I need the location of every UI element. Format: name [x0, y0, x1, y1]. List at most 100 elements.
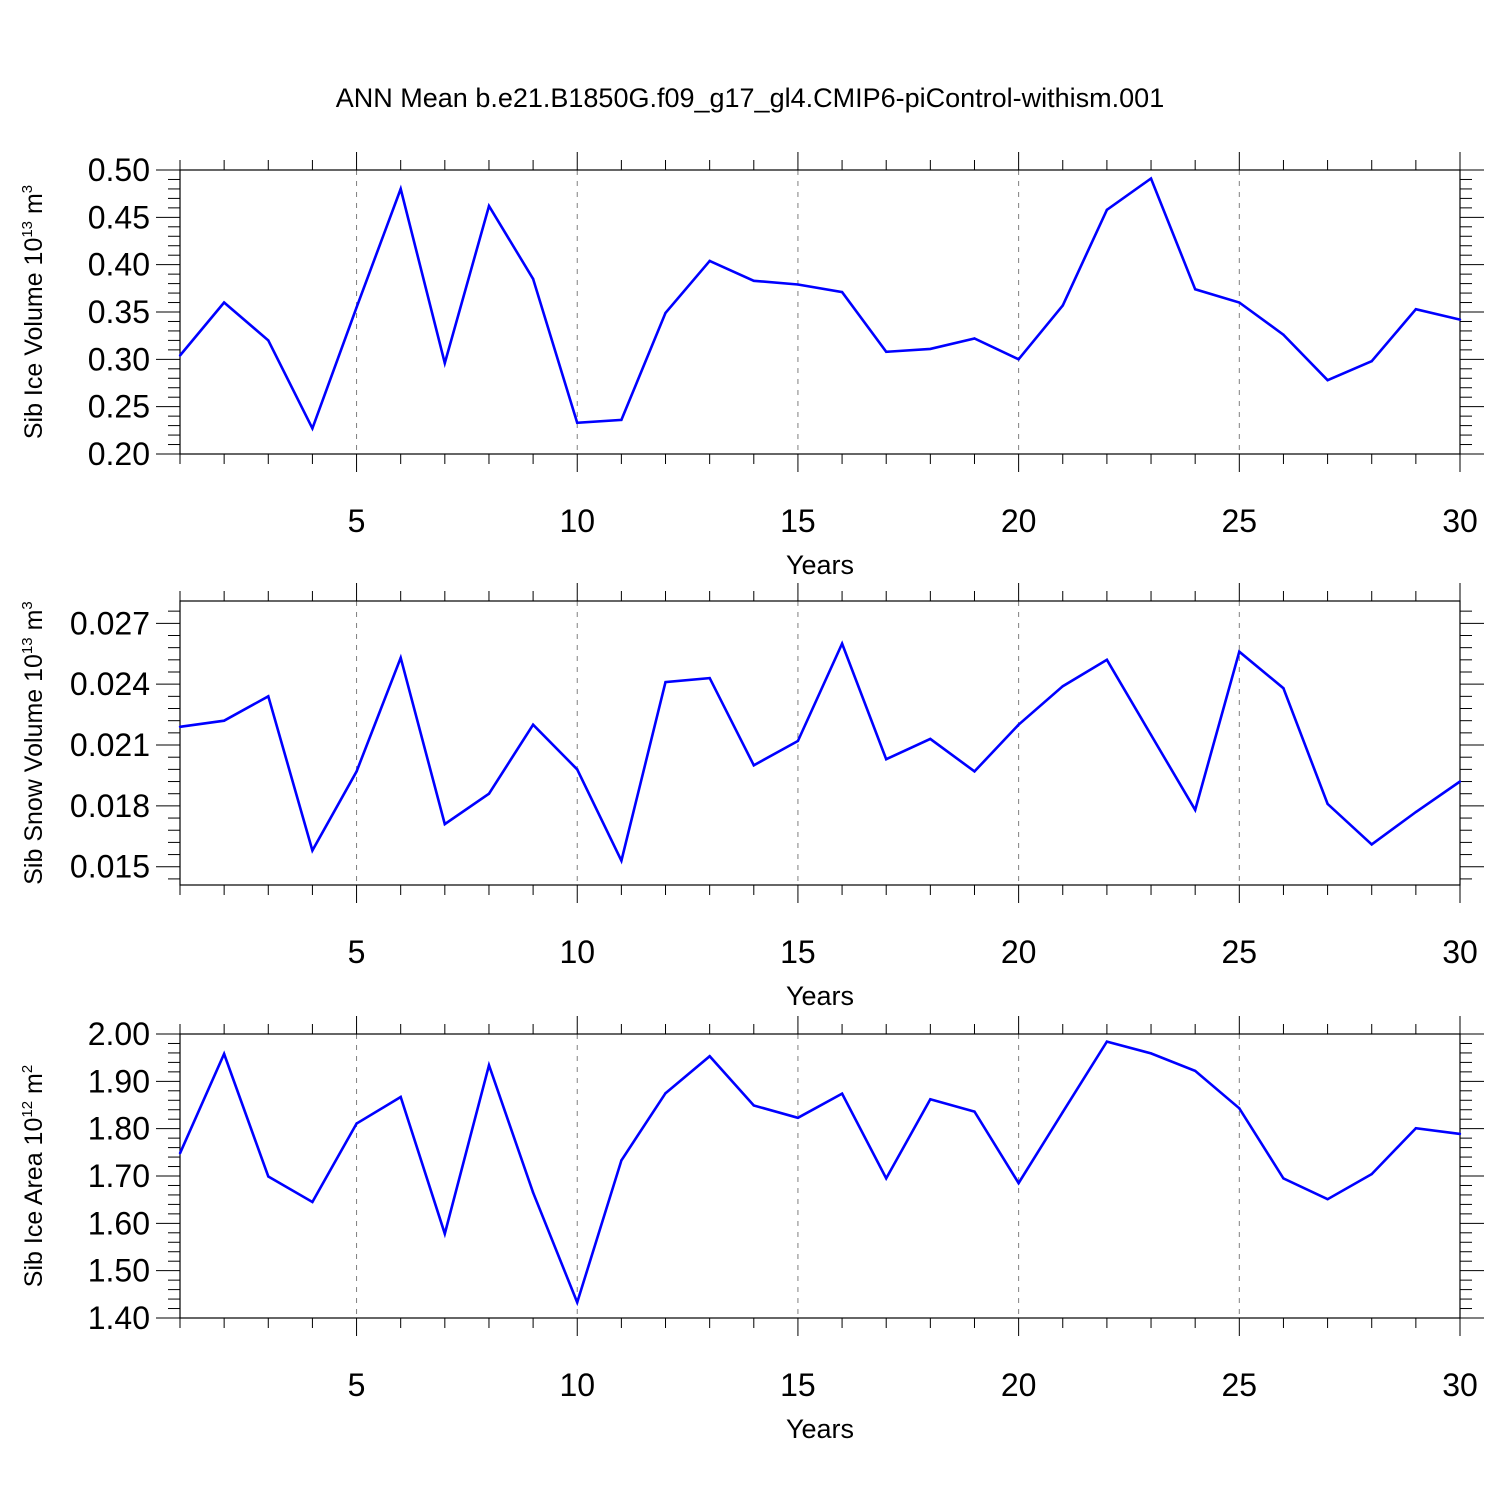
data-point	[752, 764, 755, 767]
y-tick-label: 0.45	[88, 199, 150, 235]
data-point	[708, 259, 711, 263]
data-point	[178, 354, 182, 357]
chart-panel-3: 5 10 15 20 25 30 1.40 1.50 1.60 1.70 1.80 1.90 2.00 Y…	[19, 1016, 1484, 1444]
data-point	[443, 361, 447, 365]
data-point	[929, 1098, 932, 1101]
data-point	[1061, 304, 1064, 307]
data-point	[1238, 650, 1241, 653]
data-point	[664, 1091, 667, 1095]
data-point	[1414, 1126, 1418, 1130]
x-tick-label: 15	[780, 934, 816, 970]
x-tick-label: 10	[559, 934, 595, 970]
data-point	[399, 656, 402, 659]
y-tick-label: 0.40	[88, 247, 150, 283]
data-point	[1149, 733, 1153, 737]
data-point	[1105, 208, 1109, 211]
x-tick-label: 5	[348, 503, 366, 539]
data-point	[1326, 378, 1329, 382]
data-point	[531, 277, 535, 281]
data-point	[1282, 333, 1285, 336]
data-point	[1149, 177, 1153, 180]
data-point	[443, 822, 447, 826]
y-tick-label: 0.027	[70, 605, 150, 641]
chart-panel-2: 5 10 15 20 25 30 0.015 0.018 0.021 0.024 0.027 Year…	[19, 583, 1484, 1011]
data-point	[973, 1110, 976, 1113]
data-point	[576, 421, 579, 424]
data-point	[796, 1116, 800, 1119]
x-tick-label: 20	[1001, 1367, 1037, 1403]
data-point	[531, 1191, 535, 1194]
data-point	[1370, 1172, 1373, 1176]
data-point	[620, 1159, 623, 1162]
x-tick-label: 15	[780, 503, 816, 539]
chart-panel-1: 5 10 15 20 25 30 0.20 0.25 0.30 0.35 0.40 0.45 0.50 Y…	[19, 152, 1484, 580]
x-tick-label: 20	[1001, 503, 1037, 539]
data-point	[222, 719, 226, 722]
x-axis-label: Years	[786, 550, 854, 580]
x-axis-label: Years	[786, 1414, 854, 1444]
y-axis-label: Sib Ice Volume 1013 m3	[19, 185, 48, 439]
data-point	[311, 427, 314, 430]
y-tick-label: 1.80	[88, 1111, 150, 1147]
y-tick-label: 1.90	[88, 1063, 150, 1099]
panels: 5 10 15 20 25 30 0.20 0.25 0.30 0.35 0.40 0.45 0.50 Y…	[19, 152, 1484, 1444]
data-point	[576, 768, 579, 771]
data-point	[487, 792, 491, 795]
data-point	[355, 306, 358, 309]
y-tick-label: 1.60	[88, 1205, 150, 1241]
x-tick-label: 30	[1442, 934, 1478, 970]
data-point	[1193, 1069, 1197, 1073]
data-point	[1238, 301, 1241, 304]
data-point	[399, 187, 402, 191]
data-point	[1414, 307, 1418, 311]
x-tick-label: 30	[1442, 1367, 1478, 1403]
data-point	[1458, 1132, 1462, 1136]
data-point	[267, 339, 270, 342]
x-axis-label: Years	[786, 981, 854, 1011]
data-point	[1193, 808, 1197, 812]
data-point	[1370, 843, 1373, 846]
data-point	[355, 770, 358, 773]
plot-frame	[179, 169, 1461, 455]
y-axis-label: Sib Snow Volume 1013 m3	[19, 601, 48, 885]
data-point	[620, 418, 623, 422]
data-point	[708, 1055, 711, 1058]
data-point	[664, 680, 667, 684]
data-point	[973, 770, 976, 773]
data-point	[840, 642, 844, 645]
data-point	[311, 849, 314, 852]
x-tick-label: 20	[1001, 934, 1037, 970]
data-point	[1017, 1181, 1020, 1185]
x-tick-label: 10	[559, 503, 595, 539]
y-tick-label: 0.50	[88, 152, 150, 188]
data-point	[487, 1064, 491, 1067]
y-tick-label: 1.70	[88, 1158, 150, 1194]
y-tick-label: 0.018	[70, 788, 150, 824]
data-point	[1414, 810, 1418, 814]
x-tick-label: 10	[559, 1367, 595, 1403]
x-tick-label: 5	[348, 934, 366, 970]
figure-title: ANN Mean b.e21.B1850G.f09_g17_gl4.CMIP6-…	[336, 83, 1164, 113]
data-point	[531, 723, 535, 726]
data-point	[1326, 802, 1329, 806]
data-point	[885, 350, 888, 353]
x-tick-label: 25	[1222, 934, 1258, 970]
data-point	[1458, 780, 1462, 783]
data-point	[1149, 1052, 1153, 1055]
y-tick-label: 1.40	[88, 1300, 150, 1336]
data-point	[1105, 1040, 1109, 1043]
data-point	[222, 1052, 226, 1056]
y-tick-label: 1.50	[88, 1253, 150, 1289]
y-tick-label: 0.021	[70, 727, 150, 763]
y-tick-label: 0.25	[88, 389, 150, 425]
data-point	[885, 758, 888, 761]
data-point	[840, 290, 844, 294]
data-point	[443, 1232, 447, 1235]
y-tick-label: 0.30	[88, 341, 150, 377]
data-point	[752, 279, 755, 282]
series-line	[179, 640, 1461, 865]
x-tick-label: 25	[1222, 1367, 1258, 1403]
data-point	[267, 695, 270, 698]
data-point	[929, 347, 932, 351]
